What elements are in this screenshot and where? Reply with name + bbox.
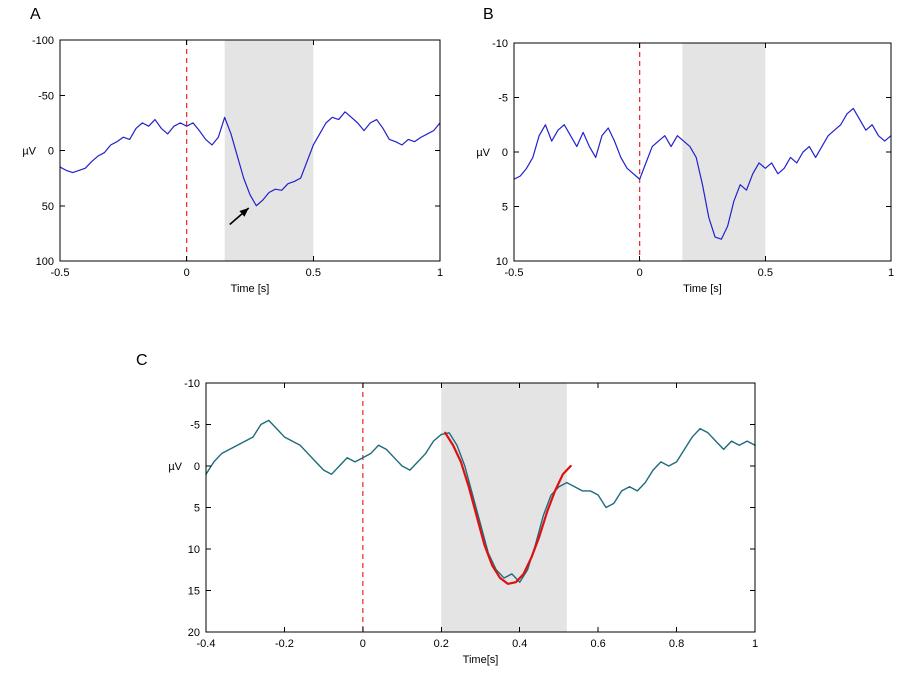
svg-text:µV: µV	[476, 147, 490, 159]
panel-a-label: A	[30, 6, 41, 23]
svg-text:-10: -10	[184, 378, 200, 390]
svg-text:0.8: 0.8	[669, 638, 684, 650]
svg-text:Time [s]: Time [s]	[231, 283, 270, 295]
svg-text:0.4: 0.4	[512, 638, 527, 650]
svg-text:0.5: 0.5	[306, 267, 321, 279]
svg-text:Time[s]: Time[s]	[463, 654, 499, 666]
svg-text:-10: -10	[492, 38, 508, 50]
svg-text:15: 15	[188, 586, 200, 598]
svg-text:0: 0	[502, 147, 508, 159]
svg-text:-0.5: -0.5	[51, 267, 70, 279]
svg-text:0: 0	[48, 146, 54, 158]
svg-text:-50: -50	[38, 90, 54, 102]
svg-text:0: 0	[360, 638, 366, 650]
svg-text:-0.5: -0.5	[505, 267, 524, 279]
svg-text:0: 0	[184, 267, 190, 279]
svg-text:1: 1	[888, 267, 894, 279]
svg-text:0.6: 0.6	[590, 638, 605, 650]
svg-text:-100: -100	[32, 35, 54, 47]
panel-a-chart: -0.5 0 0.5 1 -100 -50 0 50 100 Time [s] µV	[22, 35, 443, 295]
svg-text:20: 20	[188, 627, 200, 639]
panel-b-chart: -0.5 0 0.5 1 -10 -5 0 5 10 Time [s] µV	[476, 38, 894, 295]
svg-text:10: 10	[188, 544, 200, 556]
svg-text:10: 10	[496, 256, 508, 268]
svg-text:-5: -5	[498, 93, 508, 105]
svg-text:-0.2: -0.2	[275, 638, 294, 650]
svg-text:0: 0	[637, 267, 643, 279]
svg-text:0.2: 0.2	[434, 638, 449, 650]
svg-text:0: 0	[194, 461, 200, 473]
panel-c-label: C	[136, 352, 148, 369]
panel-c-chart: -0.4 -0.2 0 0.2 0.4 0.6 0.8 1 -10 -5 0 5 10 15 20 Time[…	[168, 378, 758, 666]
svg-text:50: 50	[42, 201, 54, 213]
svg-text:-0.4: -0.4	[197, 638, 216, 650]
panel-b-label: B	[483, 6, 494, 23]
svg-text:5: 5	[502, 202, 508, 214]
svg-text:-5: -5	[190, 420, 200, 432]
svg-text:0.5: 0.5	[758, 267, 773, 279]
svg-text:µV: µV	[168, 461, 182, 473]
svg-text:5: 5	[194, 503, 200, 515]
svg-text:1: 1	[437, 267, 443, 279]
svg-text:Time [s]: Time [s]	[683, 283, 722, 295]
svg-text:100: 100	[36, 256, 54, 268]
svg-text:µV: µV	[22, 146, 36, 158]
svg-text:1: 1	[752, 638, 758, 650]
